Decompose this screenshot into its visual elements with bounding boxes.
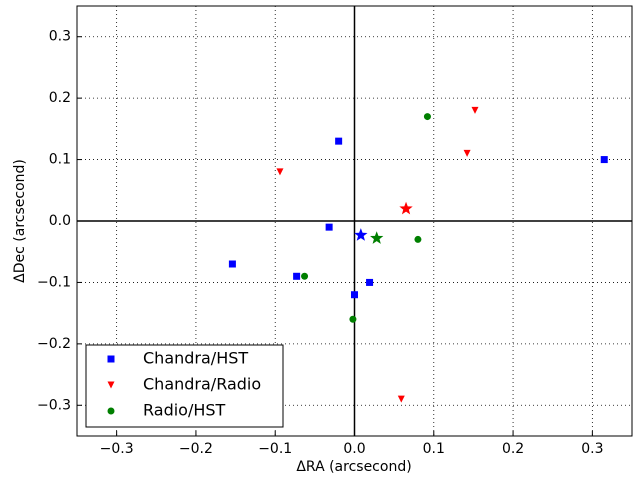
- x-tick-label: −0.1: [258, 441, 292, 457]
- legend-label: Radio/HST: [143, 401, 226, 420]
- x-tick-label: 0.1: [423, 441, 445, 457]
- x-tick-label: −0.3: [100, 441, 134, 457]
- legend-label: Chandra/HST: [143, 349, 248, 368]
- legend-box: [85, 344, 284, 428]
- point: [471, 106, 479, 114]
- point: [301, 272, 309, 280]
- point: [335, 137, 343, 145]
- point: [414, 235, 422, 243]
- point: [351, 291, 358, 299]
- point: [349, 315, 357, 323]
- point: [600, 156, 608, 164]
- plot-frame: [76, 5, 633, 437]
- x-tick-label: 0.3: [581, 441, 603, 457]
- point: [228, 260, 236, 268]
- point: [293, 272, 301, 280]
- y-tick-label: 0.0: [49, 213, 71, 229]
- point: [366, 278, 374, 286]
- y-tick-label: 0.1: [49, 152, 71, 168]
- y-axis-label: ΔDec (arcsecond): [12, 159, 28, 283]
- centroid-star: [399, 201, 413, 215]
- y-tick-label: −0.1: [37, 274, 71, 290]
- y-tick-label: −0.3: [37, 397, 71, 413]
- y-tick-label: 0.2: [49, 90, 71, 106]
- point: [276, 168, 284, 176]
- x-axis-label: ΔRA (arcsecond): [296, 459, 411, 475]
- legend-label: Chandra/Radio: [143, 375, 261, 394]
- point: [423, 113, 431, 121]
- legend-marker: [107, 355, 115, 363]
- centroid-star: [370, 231, 384, 244]
- y-tick-label: −0.2: [37, 336, 71, 352]
- x-tick-label: −0.2: [179, 441, 213, 457]
- point: [325, 223, 333, 231]
- centroid-star: [354, 228, 368, 241]
- point: [397, 395, 405, 403]
- point: [463, 149, 471, 157]
- x-tick-label: 0.2: [502, 441, 524, 457]
- legend-marker: [107, 381, 115, 389]
- y-tick-label: 0.3: [49, 29, 71, 45]
- legend-marker: [107, 407, 115, 415]
- x-tick-label: 0.0: [343, 441, 365, 457]
